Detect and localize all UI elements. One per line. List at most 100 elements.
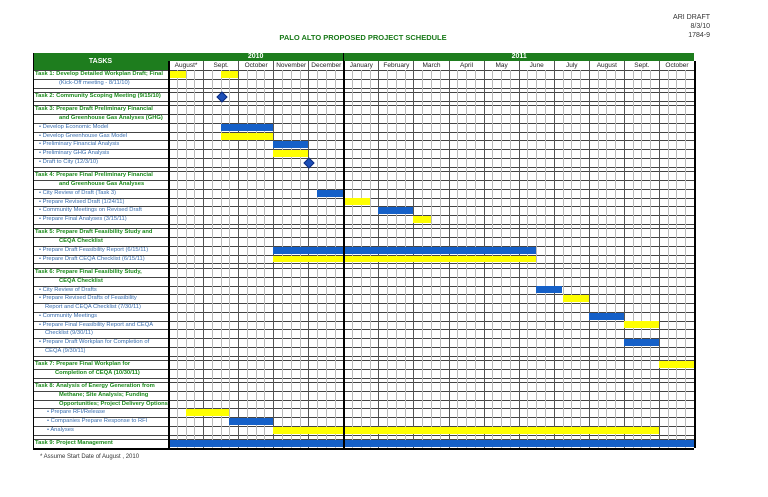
- grid-line-vertical: [588, 61, 590, 449]
- grid-line-vertical: [185, 70, 187, 449]
- month-header: November: [273, 61, 308, 70]
- grid-line-horizontal: [33, 237, 694, 239]
- draft-note: ARI DRAFT 8/3/10 1784-9: [673, 13, 710, 40]
- grid-line-horizontal: [33, 390, 694, 392]
- subtask-label: • Prepare Draft Feasibility Report (6/15…: [39, 246, 149, 253]
- grid-line-vertical: [658, 61, 660, 449]
- subtask-label: • Preliminary GHG Analysis: [39, 150, 110, 157]
- grid-line-vertical: [685, 70, 687, 449]
- task-label: CEQA Checklist: [59, 277, 103, 284]
- grid-line-horizontal: [33, 360, 694, 362]
- subtask-label: • Prepare RFI/Release: [47, 409, 106, 416]
- grid-line-horizontal: [33, 268, 694, 269]
- grid-line-horizontal: [33, 439, 694, 441]
- task-label: Task 7: Prepare Final Workplan for: [35, 361, 131, 368]
- grid-line-horizontal: [33, 92, 694, 94]
- month-header: May: [483, 61, 519, 70]
- task-label: Task 9: Project Management: [35, 440, 113, 447]
- grid-line-horizontal: [33, 408, 694, 410]
- gantt-bar-blue: [317, 189, 344, 197]
- subtask-label: • Preliminary Financial Analysis: [39, 141, 120, 148]
- gantt-bar-blue: [273, 246, 537, 254]
- month-header: Sept.: [203, 61, 238, 70]
- month-header: August*: [168, 61, 203, 70]
- grid-line-vertical: [448, 61, 450, 449]
- chart-bottom-border: [33, 448, 694, 450]
- grid-line-vertical: [308, 61, 310, 449]
- grid-line-vertical: [378, 61, 380, 449]
- grid-line-horizontal: [33, 70, 694, 71]
- gantt-bar-yellow: [562, 295, 589, 303]
- subtask-label: • Develop Greenhouse Gas Model: [39, 132, 128, 139]
- task-label: Completion of CEQA (10/30/11): [55, 369, 140, 376]
- footnote: * Assume Start Date of August , 2010: [40, 454, 140, 460]
- chart-title: PALO ALTO PROPOSED PROJECT SCHEDULE: [279, 33, 447, 42]
- task-label: and Greenhouse Gas Analyses: [59, 181, 145, 188]
- month-header: March: [413, 61, 448, 70]
- grid-line-vertical: [544, 70, 546, 449]
- subtask-label: • Prepare Revised Drafts of Feasibility: [39, 295, 137, 302]
- subtask-label: • Prepare Final Analyses (3/15/11): [39, 216, 127, 223]
- grid-line-vertical: [264, 70, 266, 449]
- grid-line-vertical: [571, 70, 573, 449]
- grid-line-horizontal: [33, 78, 694, 80]
- gantt-bar-blue: [168, 440, 694, 448]
- month-header: December: [308, 61, 343, 70]
- grid-line-vertical: [597, 70, 599, 449]
- grid-line-vertical: [483, 61, 485, 449]
- month-header: October: [658, 61, 694, 70]
- grid-line-horizontal: [33, 399, 694, 401]
- grid-line-horizontal: [33, 206, 694, 208]
- subtask-label: Report and CEQA Checklist (7/30/11): [45, 304, 141, 310]
- grid-line-horizontal: [33, 294, 694, 296]
- month-header: Sept.: [623, 61, 659, 70]
- subtask-label: (Kick-Off meeting - 8/11/10): [59, 79, 130, 86]
- grid-line-horizontal: [33, 382, 694, 384]
- draft-date: 8/3/10: [690, 23, 710, 30]
- grid-line-horizontal: [33, 140, 694, 142]
- month-header: August: [588, 61, 624, 70]
- gantt-bar-blue: [588, 312, 624, 320]
- gantt-bar-yellow: [220, 132, 274, 140]
- gantt-bar-yellow: [273, 150, 309, 158]
- grid-line-horizontal: [33, 311, 694, 313]
- subtask-label: • Community Meetings on Revised Draft: [39, 207, 142, 214]
- gantt-bar-blue: [623, 338, 659, 346]
- grid-line-vertical: [641, 70, 643, 449]
- gantt-bar-yellow: [185, 409, 230, 417]
- gantt-bar-blue: [378, 207, 414, 215]
- month-header: April: [448, 61, 484, 70]
- month-header: February: [378, 61, 413, 70]
- month-header: October: [238, 61, 273, 70]
- grid-line-vertical: [246, 70, 248, 449]
- grid-line-horizontal: [33, 188, 694, 190]
- grid-line-horizontal: [33, 346, 694, 348]
- grid-line-horizontal: [33, 368, 694, 370]
- task-label: Opportunities; Project Delivery Options;: [59, 400, 170, 407]
- gantt-bar-yellow: [273, 255, 537, 263]
- subtask-label: • Prepare Draft CEQA Checklist (6/15/11): [39, 255, 145, 262]
- grid-line-vertical: [238, 61, 240, 449]
- subtask-label: CEQA (9/30/11): [45, 347, 86, 354]
- subtask-label: • Analyses: [47, 426, 74, 433]
- grid-line-horizontal: [33, 329, 694, 331]
- task-label: and Greenhouse Gas Analyses (GHG): [59, 115, 163, 122]
- grid-line-vertical: [623, 61, 625, 449]
- grid-line-horizontal: [33, 254, 694, 256]
- grid-line-horizontal: [33, 149, 694, 151]
- subtask-label: • Prepare Final Feasibility Report and C…: [39, 321, 154, 328]
- subtask-label: • Community Meetings: [39, 312, 98, 319]
- grid-line-vertical: [632, 70, 634, 449]
- subtask-label: • City Review of Drafts: [39, 286, 97, 293]
- subtask-label: • City Review of Draft (Task 3): [39, 189, 117, 196]
- grid-line-horizontal: [33, 215, 694, 217]
- grid-line-horizontal: [33, 100, 694, 102]
- grid-line-vertical: [562, 70, 564, 449]
- draft-label: ARI DRAFT: [673, 14, 710, 21]
- grid-line-vertical: [667, 70, 669, 449]
- grid-line-horizontal: [33, 131, 694, 133]
- grid-line-vertical: [342, 61, 345, 449]
- grid-line-vertical: [203, 61, 205, 449]
- grid-line-vertical: [167, 61, 170, 449]
- task-label: Task 4: Prepare Final Preliminary Financ…: [35, 172, 153, 179]
